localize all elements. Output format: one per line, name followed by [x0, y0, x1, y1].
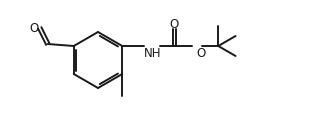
- Text: O: O: [29, 23, 38, 35]
- Text: NH: NH: [144, 47, 162, 60]
- Text: O: O: [196, 47, 205, 60]
- Text: O: O: [170, 18, 179, 30]
